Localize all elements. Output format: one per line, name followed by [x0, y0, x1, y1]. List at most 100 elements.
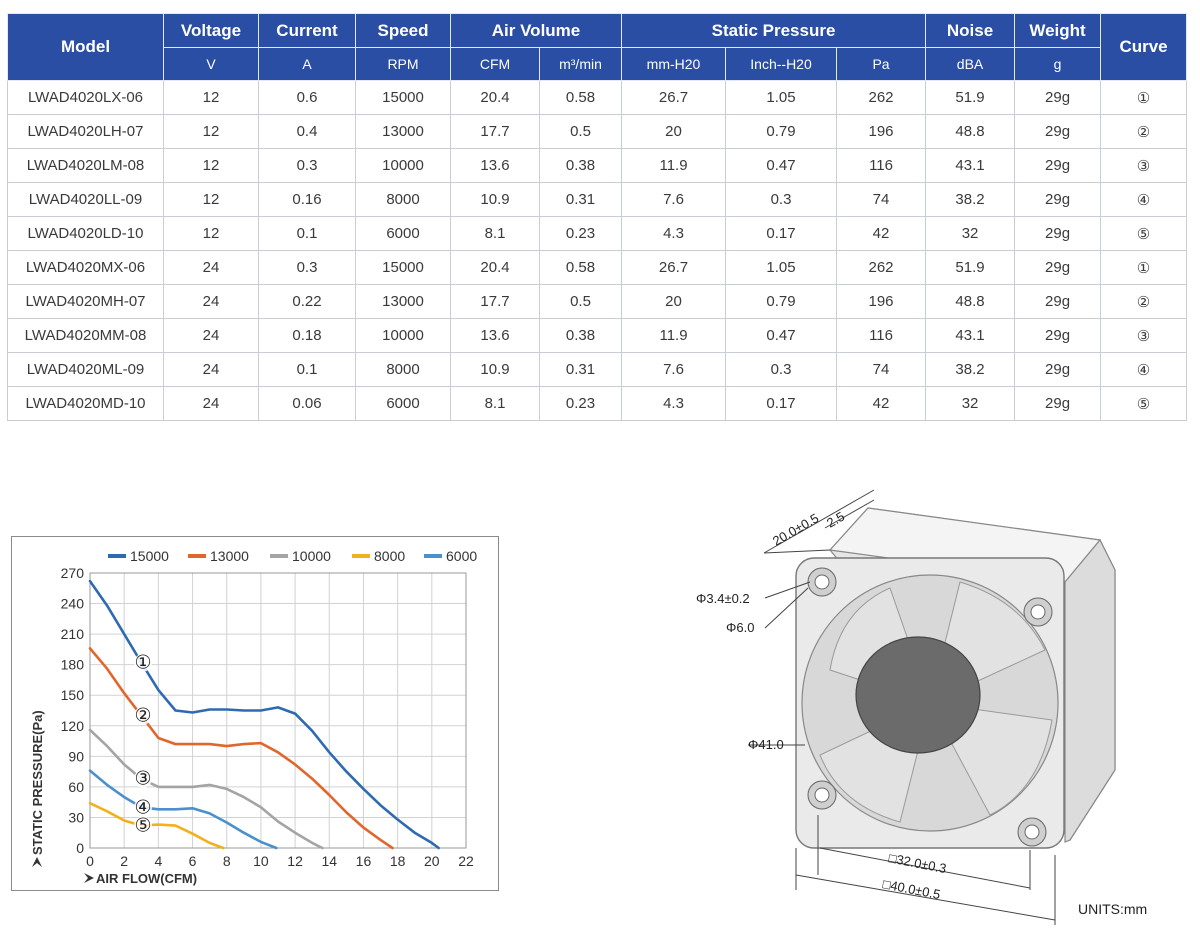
x-axis-label: AIR FLOW(CFM)	[96, 871, 197, 886]
cell-mm-h20: 4.3	[621, 216, 727, 251]
cell-voltage: 12	[163, 216, 259, 251]
dim-opening-label: Φ41.0	[748, 737, 784, 752]
cell-current: 0.3	[258, 250, 356, 285]
cell-dba: 38.2	[925, 182, 1016, 217]
table-row: LWAD4020MX-06 24 0.3 15000 20.4 0.58 26.7 1.05 2…	[7, 250, 1188, 285]
cell-speed: 8000	[355, 182, 451, 217]
cell-m3-min: 0.38	[538, 148, 623, 183]
cell-dba: 51.9	[925, 250, 1016, 285]
cell-voltage: 24	[163, 352, 259, 387]
cell-curve: ③	[1100, 318, 1188, 353]
cell-model: LWAD4020LH-07	[7, 114, 164, 149]
cell-model: LWAD4020MM-08	[7, 318, 164, 353]
cell-pa: 42	[836, 386, 927, 421]
col-header-noise: Noise	[925, 13, 1016, 48]
cell-curve: ①	[1100, 80, 1188, 115]
cell-pa: 262	[836, 80, 927, 115]
cell-weight: 29g	[1014, 318, 1102, 353]
y-tick-label: 270	[61, 565, 85, 581]
cell-dba: 43.1	[925, 318, 1016, 353]
cell-cfm: 20.4	[450, 80, 540, 115]
dim-boss-label: Φ6.0	[726, 620, 754, 635]
pq-curve-chart: 0 2 4 6 8 10 12 14 16 18 20 22 0 30 60 90 120 150 180 210 24…	[11, 536, 499, 891]
plot-frame	[89, 572, 467, 849]
cell-curve: ⑤	[1100, 386, 1188, 421]
cell-weight: 29g	[1014, 216, 1102, 251]
unit-voltage: V	[163, 47, 259, 81]
curve-marker: ③	[134, 768, 151, 790]
cell-dba: 38.2	[925, 352, 1016, 387]
cell-speed: 8000	[355, 352, 451, 387]
unit-dba: dBA	[925, 47, 1016, 81]
fan-hub	[855, 636, 981, 754]
mounting-hole	[1030, 604, 1046, 620]
cell-m3-min: 0.5	[538, 114, 623, 149]
cell-voltage: 12	[163, 148, 259, 183]
legend-label: 6000	[446, 548, 477, 564]
cell-pa: 262	[836, 250, 927, 285]
unit-speed: RPM	[355, 47, 451, 81]
cell-inch-h20: 0.17	[725, 216, 838, 251]
cell-weight: 29g	[1014, 284, 1102, 319]
curve-marker: ①	[134, 652, 151, 674]
dim-pitch-label: □32.0±0.3	[887, 850, 947, 876]
cell-inch-h20: 0.3	[725, 352, 838, 387]
y-tick-label: 30	[68, 809, 84, 825]
col-header-current: Current	[258, 13, 356, 48]
legend-label: 15000	[130, 548, 169, 564]
cell-mm-h20: 26.7	[621, 80, 727, 115]
cell-current: 0.18	[258, 318, 356, 353]
cell-current: 0.1	[258, 352, 356, 387]
cell-model: LWAD4020MD-10	[7, 386, 164, 421]
cell-voltage: 12	[163, 114, 259, 149]
chart-legend: 15000 13000 10000 8000 6000	[108, 548, 477, 564]
cell-model: LWAD4020LM-08	[7, 148, 164, 183]
cell-curve: ②	[1100, 284, 1188, 319]
mounting-hole	[1024, 824, 1040, 840]
x-tick-label: 20	[424, 853, 440, 869]
cell-mm-h20: 11.9	[621, 148, 727, 183]
cell-weight: 29g	[1014, 148, 1102, 183]
col-header-voltage: Voltage	[163, 13, 259, 48]
cell-inch-h20: 0.79	[725, 284, 838, 319]
cell-weight: 29g	[1014, 182, 1102, 217]
x-tick-label: 6	[189, 853, 197, 869]
cell-model: LWAD4020ML-09	[7, 352, 164, 387]
mounting-hole	[814, 787, 830, 803]
cell-pa: 116	[836, 318, 927, 353]
units-label: UNITS:mm	[1078, 901, 1147, 917]
cell-dba: 48.8	[925, 114, 1016, 149]
cell-cfm: 13.6	[450, 318, 540, 353]
cell-voltage: 12	[163, 80, 259, 115]
curve-marker-bg	[133, 769, 152, 788]
cell-pa: 196	[836, 114, 927, 149]
col-header-curve: Curve	[1100, 13, 1188, 81]
cell-inch-h20: 0.3	[725, 182, 838, 217]
dim-hole-label: Φ3.4±0.2	[696, 591, 750, 606]
curve-marker: ②	[134, 705, 151, 727]
col-header-model: Model	[7, 13, 164, 81]
cell-cfm: 10.9	[450, 182, 540, 217]
x-tick-label: 16	[356, 853, 372, 869]
cell-m3-min: 0.31	[538, 182, 623, 217]
cell-current: 0.16	[258, 182, 356, 217]
cell-dba: 32	[925, 386, 1016, 421]
x-tick-label: 10	[253, 853, 269, 869]
table-row: LWAD4020MM-08 24 0.18 10000 13.6 0.38 11.9 0.47…	[7, 318, 1188, 353]
cell-speed: 13000	[355, 284, 451, 319]
group-header-row: Model Voltage Current Speed Air Volume S…	[7, 13, 1188, 81]
cell-mm-h20: 26.7	[621, 250, 727, 285]
chart-axes: 0 2 4 6 8 10 12 14 16 18 20 22 0 30 60 90 120 150 180 210 24…	[61, 565, 474, 869]
unit-current: A	[258, 47, 356, 81]
unit-mm-h20: mm-H20	[621, 47, 727, 81]
cell-model: LWAD4020MH-07	[7, 284, 164, 319]
dim-size-label: □40.0±0.5	[881, 876, 941, 902]
fan-dimension-drawing: 20.0±0.5 2.5 Φ3.4±0.2 Φ6.0 Φ41.0 □32.0±0…	[660, 470, 1200, 946]
y-tick-label: 240	[61, 596, 85, 612]
cell-mm-h20: 20	[621, 114, 727, 149]
cell-dba: 43.1	[925, 148, 1016, 183]
unit-weight-g: g	[1014, 47, 1102, 81]
cell-m3-min: 0.38	[538, 318, 623, 353]
spec-table-header: Model Voltage Current Speed Air Volume S…	[7, 13, 1188, 81]
dimension-lines	[748, 489, 1056, 925]
